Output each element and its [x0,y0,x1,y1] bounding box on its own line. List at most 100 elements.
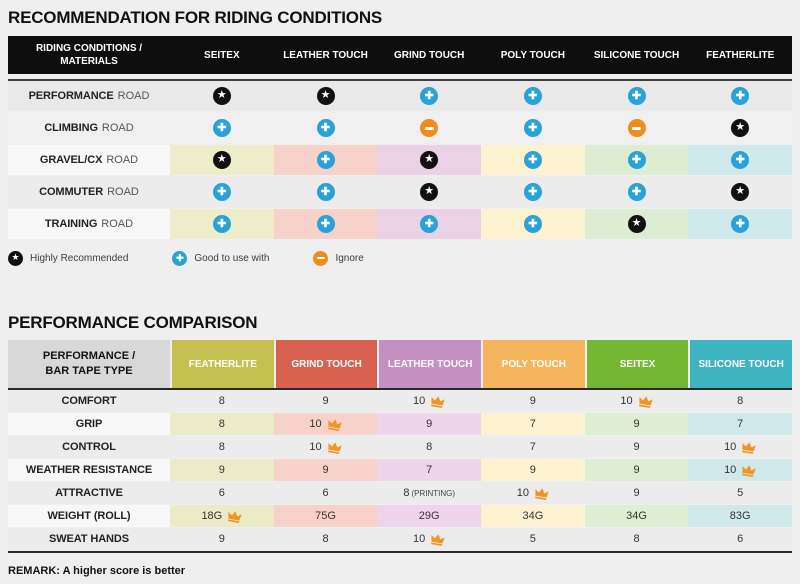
cell-value: 10 [724,464,737,476]
performance-cell: 29G [377,505,482,527]
riding-row: CLIMBING ROAD ✚ ✚ ✚ ★ [8,113,793,143]
riding-row-label: GRAVEL/CX ROAD [8,145,170,175]
performance-row-label: COMFORT [8,390,170,412]
cell-value: 10 [309,441,322,453]
riding-row: TRAINING ROAD ✚ ✚ ✚ ✚ ★ ✚ [8,209,793,239]
cell-value: 10 [413,533,426,545]
riding-cell: ✚ [584,177,689,207]
performance-corner-line2: BAR TAPE TYPE [45,365,133,377]
legend-item-minus: Ignore [313,250,364,266]
cell-value: 9 [633,464,640,476]
riding-row-label-bold: TRAINING [44,218,98,230]
cell-value: 5 [529,533,536,545]
riding-row-label: COMMUTER ROAD [8,177,170,207]
performance-cell: 7 [481,413,585,435]
riding-cell: ✚ [481,177,585,207]
cell-value: 9 [529,464,536,476]
performance-cell: 8 [584,528,689,550]
column-header-grind-touch: GRIND TOUCH [393,49,465,61]
riding-row-label-rest: ROAD [101,122,134,134]
riding-cell: ★ [377,177,482,207]
cell-value: 9 [322,395,329,407]
crown-icon [742,464,757,477]
performance-cell: 9 [584,459,689,481]
cell-value: 8 [218,441,225,453]
performance-cell: 10 [688,436,793,458]
riding-row-label-bold: PERFORMANCE [28,90,114,102]
performance-cell: 5 [688,482,793,504]
remark-text: REMARK: A higher score is better [8,565,186,577]
plus-icon: ✚ [316,151,335,169]
cell-value: 7 [529,441,536,453]
riding-cell: ★ [688,113,793,143]
cell-value: 8 [403,487,410,499]
cell-value: 9 [529,395,536,407]
cell-value: 75G [315,510,336,522]
performance-cell: 8 [377,436,482,458]
cell-value: 9 [426,418,433,430]
riding-row: GRAVEL/CX ROAD ★ ✚ ★ ✚ ✚ ✚ [8,145,793,175]
riding-cell: ✚ [273,145,378,175]
performance-cell: 8 [273,528,378,550]
crown-icon [742,441,757,454]
star-icon: ★ [627,215,646,233]
cell-value: 9 [218,464,225,476]
performance-cell: 9 [584,436,689,458]
performance-cell: 9 [584,413,689,435]
performance-cell: 9 [273,459,378,481]
star-icon: ★ [420,183,439,201]
cell-value: 34G [626,510,647,522]
performance-corner-line1: PERFORMANCE / [42,350,136,363]
cell-value: 29G [418,510,440,522]
star-icon: ★ [731,119,750,137]
plus-icon: ✚ [316,119,335,137]
legend-item-star: ★ Highly Recommended [8,250,128,266]
cell-value: 34G [522,510,544,522]
cell-suffix: (PRINTING) [411,488,456,498]
performance-cell: 6 [273,482,378,504]
performance-cell: 6 [170,482,274,504]
performance-cell: 10 [688,459,793,481]
cell-value: 7 [426,464,433,476]
crown-icon [327,441,342,454]
column-header-featherlite: FEATHERLITE [706,49,775,61]
riding-table-header: RIDING CONDITIONS / MATERIALS SEITEX LEA… [8,36,792,74]
riding-row-label: TRAINING ROAD [8,209,170,239]
cell-value: 9 [633,487,640,499]
performance-cell: 7 [481,436,585,458]
cell-value: 6 [218,487,225,499]
column-header-seitex: SEITEX [586,340,689,388]
star-icon: ★ [8,250,23,266]
performance-cell: 18G [170,505,274,527]
minus-icon [627,119,646,137]
column-header-poly-touch: POLY TOUCH [483,340,585,388]
riding-cell: ✚ [481,81,585,111]
star-icon: ★ [316,87,335,105]
performance-cell: 10 [377,528,482,550]
riding-cell: ★ [688,177,793,207]
plus-icon: ✚ [731,215,750,233]
crown-icon [534,487,549,500]
column-header-poly-touch: POLY TOUCH [500,49,565,61]
riding-cell: ✚ [273,113,378,143]
column-header-seitex: SEITEX [204,49,240,61]
column-header-silicone-touch: SILICONE TOUCH [690,340,793,388]
cell-value: 9 [633,418,640,430]
cell-value: 8 [737,395,744,407]
plus-icon: ✚ [523,87,542,105]
performance-cell: 8 [688,390,793,412]
plus-icon: ✚ [316,215,335,233]
performance-cell: 9 [170,528,274,550]
riding-cell: ★ [170,81,274,111]
performance-cell: 10 [273,413,378,435]
cell-value: 8 [322,533,329,545]
plus-icon: ✚ [212,183,231,201]
plus-icon: ✚ [523,151,542,169]
riding-cell: ✚ [481,145,585,175]
minus-bar [632,126,642,130]
minus-bar [316,256,325,260]
cell-value: 83G [729,510,751,522]
riding-cell: ✚ [170,177,274,207]
plus-icon: ✚ [627,151,646,169]
